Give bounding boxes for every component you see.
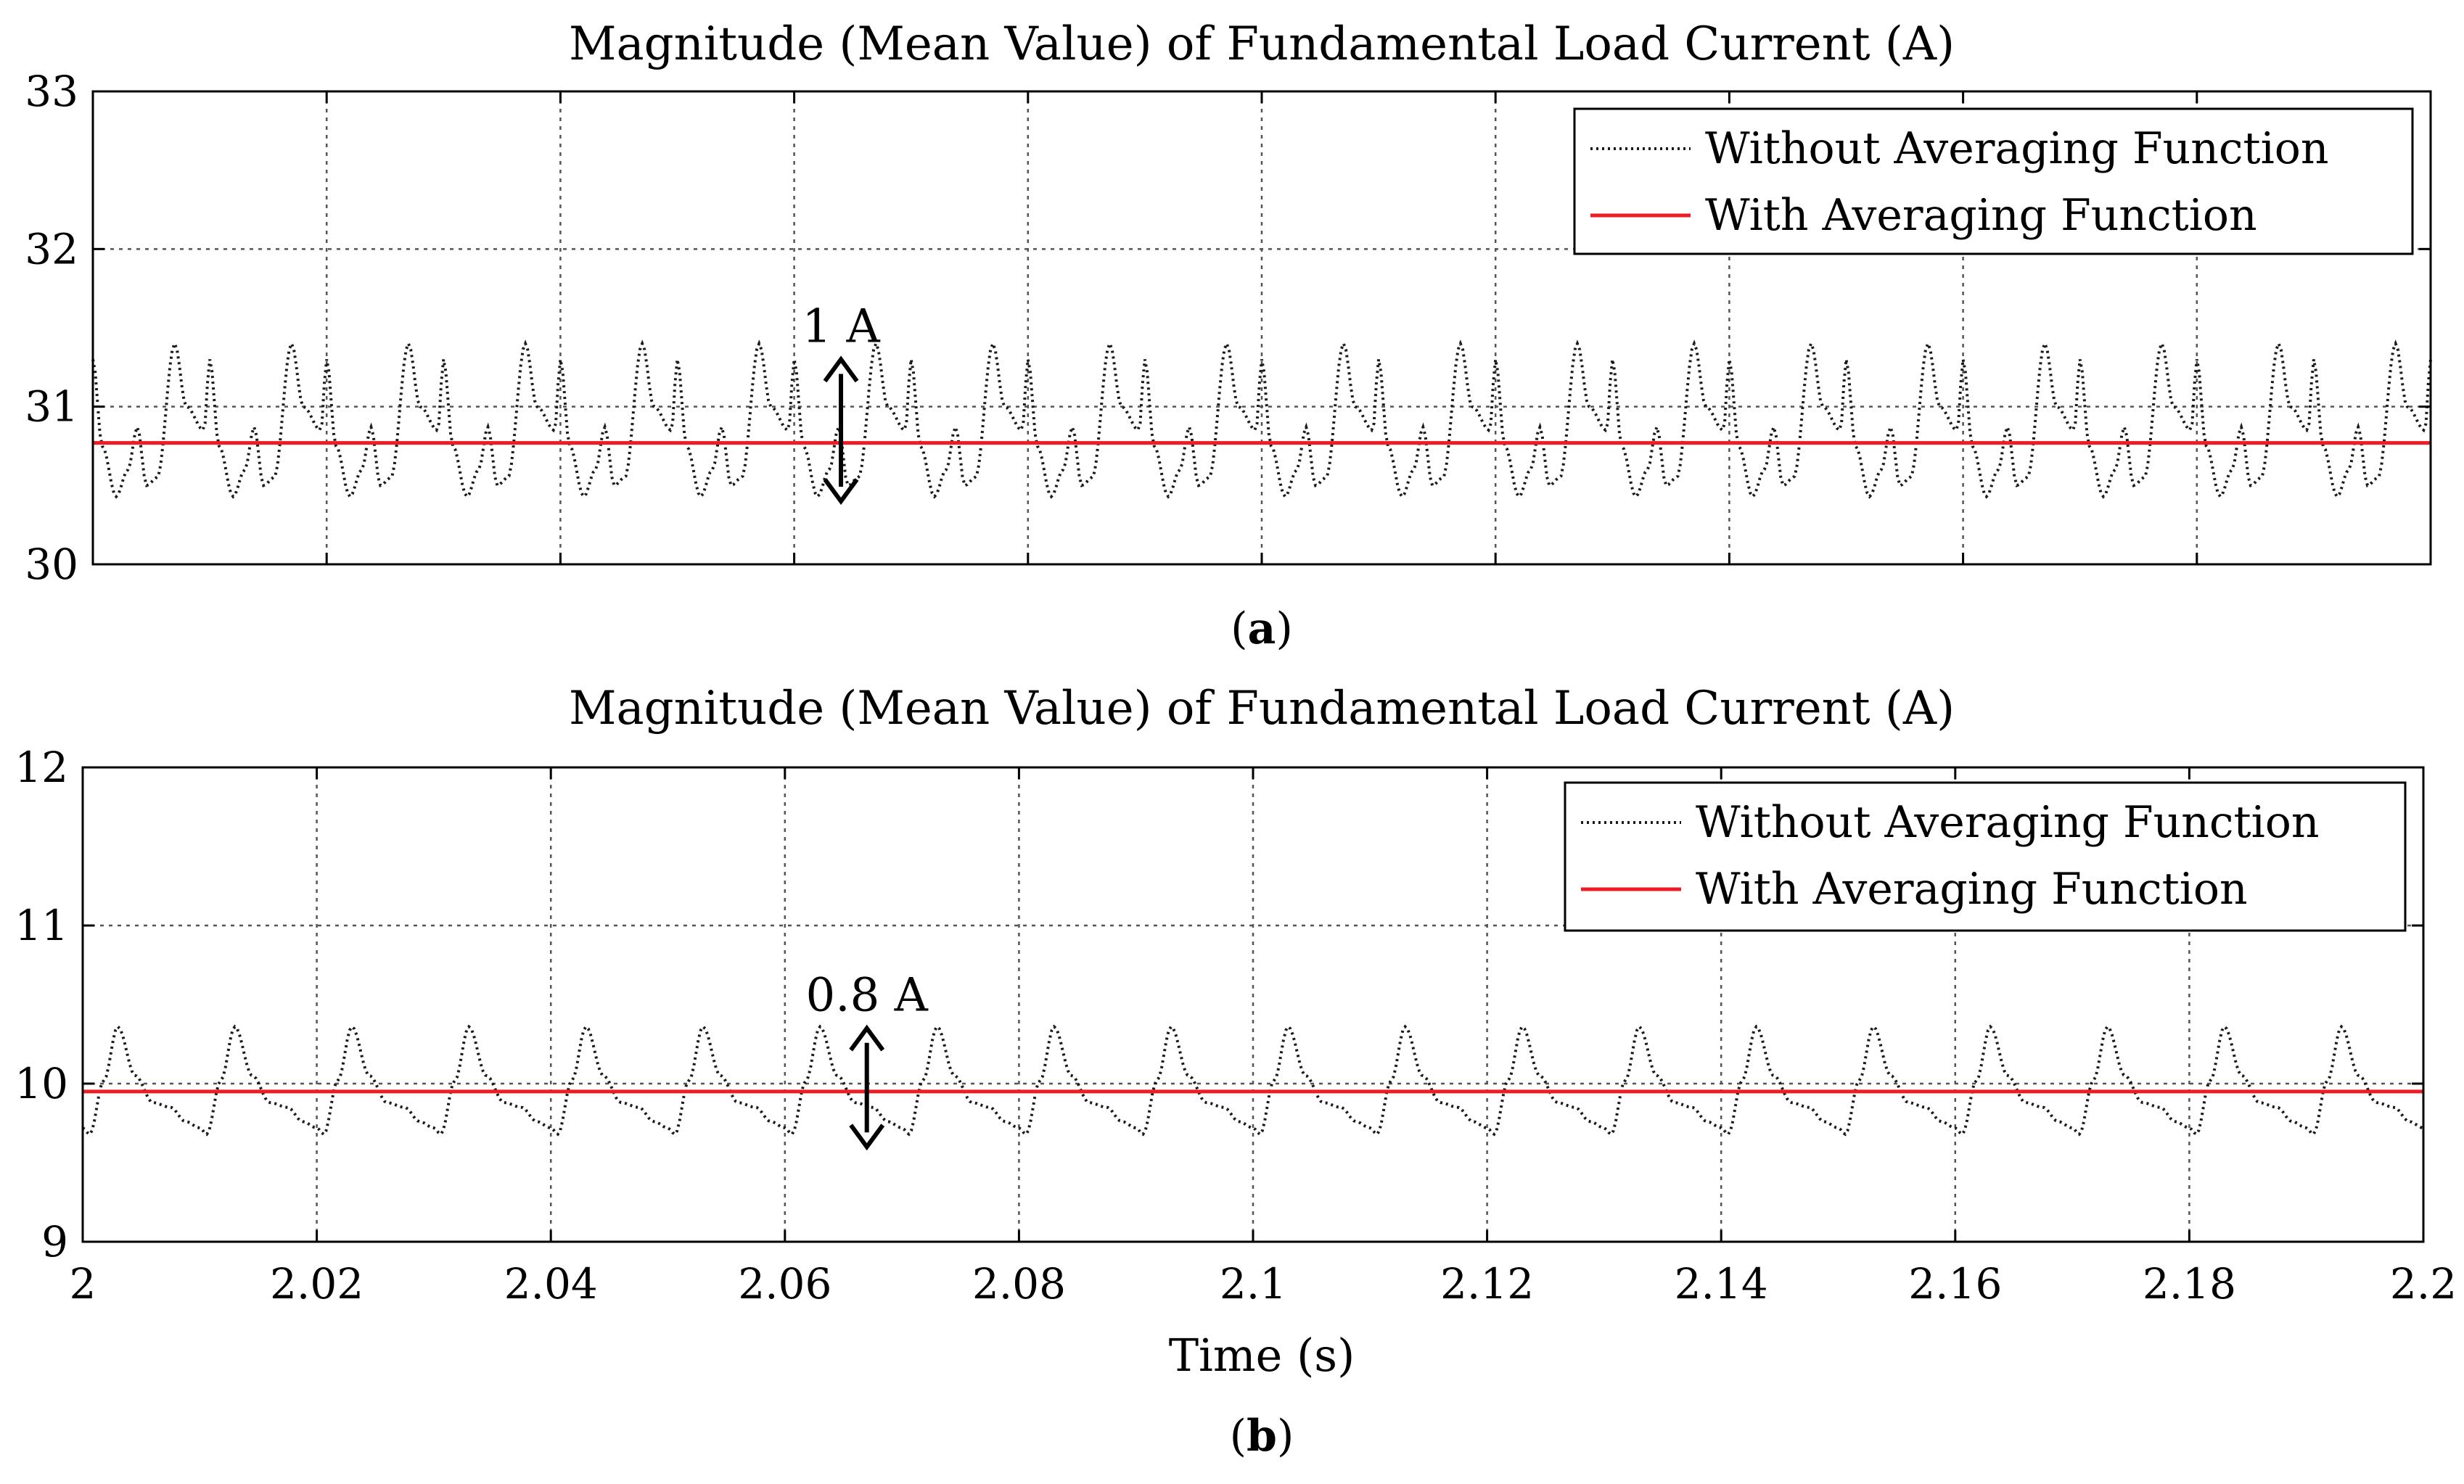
annotation-arrowhead-up (823, 355, 859, 383)
annotation: 1 A (802, 300, 880, 506)
axis: 30 31 32 33 (25, 67, 2432, 589)
x-tick-label: 2.06 (738, 1259, 831, 1308)
x-tick-label: 2.02 (270, 1259, 364, 1308)
x-tick-label: 2.14 (1675, 1259, 1768, 1308)
annotation-label: 0.8 A (806, 969, 929, 1023)
series-layer (91, 339, 2432, 499)
x-tick-label: 2.12 (1440, 1259, 1534, 1308)
x-tick-label: 2 (70, 1259, 96, 1308)
series-without-averaging (81, 1024, 2424, 1137)
x-tick-label: 2.18 (2143, 1259, 2236, 1308)
y-tick-label: 11 (15, 901, 68, 950)
legend-label: Without Averaging Function (1705, 123, 2329, 174)
y-tick-label: 12 (15, 743, 68, 792)
y-tick-label: 9 (41, 1217, 68, 1266)
series-without-averaging (91, 339, 2432, 499)
y-tick-label: 30 (25, 540, 78, 589)
legend-label: Without Averaging Function (1696, 797, 2320, 848)
chart-title: Magnitude (Mean Value) of Fundamental Lo… (569, 17, 1955, 71)
y-tick-label: 10 (15, 1059, 68, 1108)
chart-title: Magnitude (Mean Value) of Fundamental Lo… (569, 682, 1955, 735)
annotation-arrowhead-up (849, 1024, 885, 1052)
chart-panel-b: Magnitude (Mean Value) of Fundamental Lo… (15, 682, 2457, 1308)
axis: 9 10 11 12 2 2.02 2.04 2.06 2.08 2.1 2.12 2.14 2.16 2… (15, 743, 2457, 1308)
x-tick-label: 2.04 (504, 1259, 598, 1308)
legend: Without Averaging Function With Averaging… (1564, 781, 2407, 932)
annotation-label: 1 A (802, 300, 880, 353)
legend-label: With Averaging Function (1696, 864, 2248, 915)
y-tick-label: 33 (25, 67, 78, 116)
legend-box (1564, 781, 2407, 932)
annotation-arrowhead-down (823, 478, 859, 506)
chart-panel-a: Magnitude (Mean Value) of Fundamental Lo… (25, 17, 2432, 589)
x-tick-label: 2.16 (1908, 1259, 2002, 1308)
x-tick-label: 2.2 (2390, 1259, 2457, 1308)
legend: Without Averaging Function With Averaging… (1573, 107, 2414, 255)
y-tick-label: 31 (25, 382, 78, 432)
panel-caption-b: (b) (1230, 1411, 1294, 1462)
x-tick-label: 2.08 (972, 1259, 1066, 1308)
x-axis-label: Time (s) (1169, 1329, 1355, 1382)
panel-caption-a: (a) (1231, 603, 1293, 654)
x-tick-label: 2.1 (1220, 1259, 1286, 1308)
y-tick-label: 32 (25, 224, 78, 273)
annotation-arrowhead-down (849, 1124, 885, 1151)
annotation: 0.8 A (806, 969, 929, 1151)
legend-box (1573, 107, 2414, 255)
legend-label: With Averaging Function (1705, 190, 2257, 241)
series-layer (81, 1024, 2424, 1137)
